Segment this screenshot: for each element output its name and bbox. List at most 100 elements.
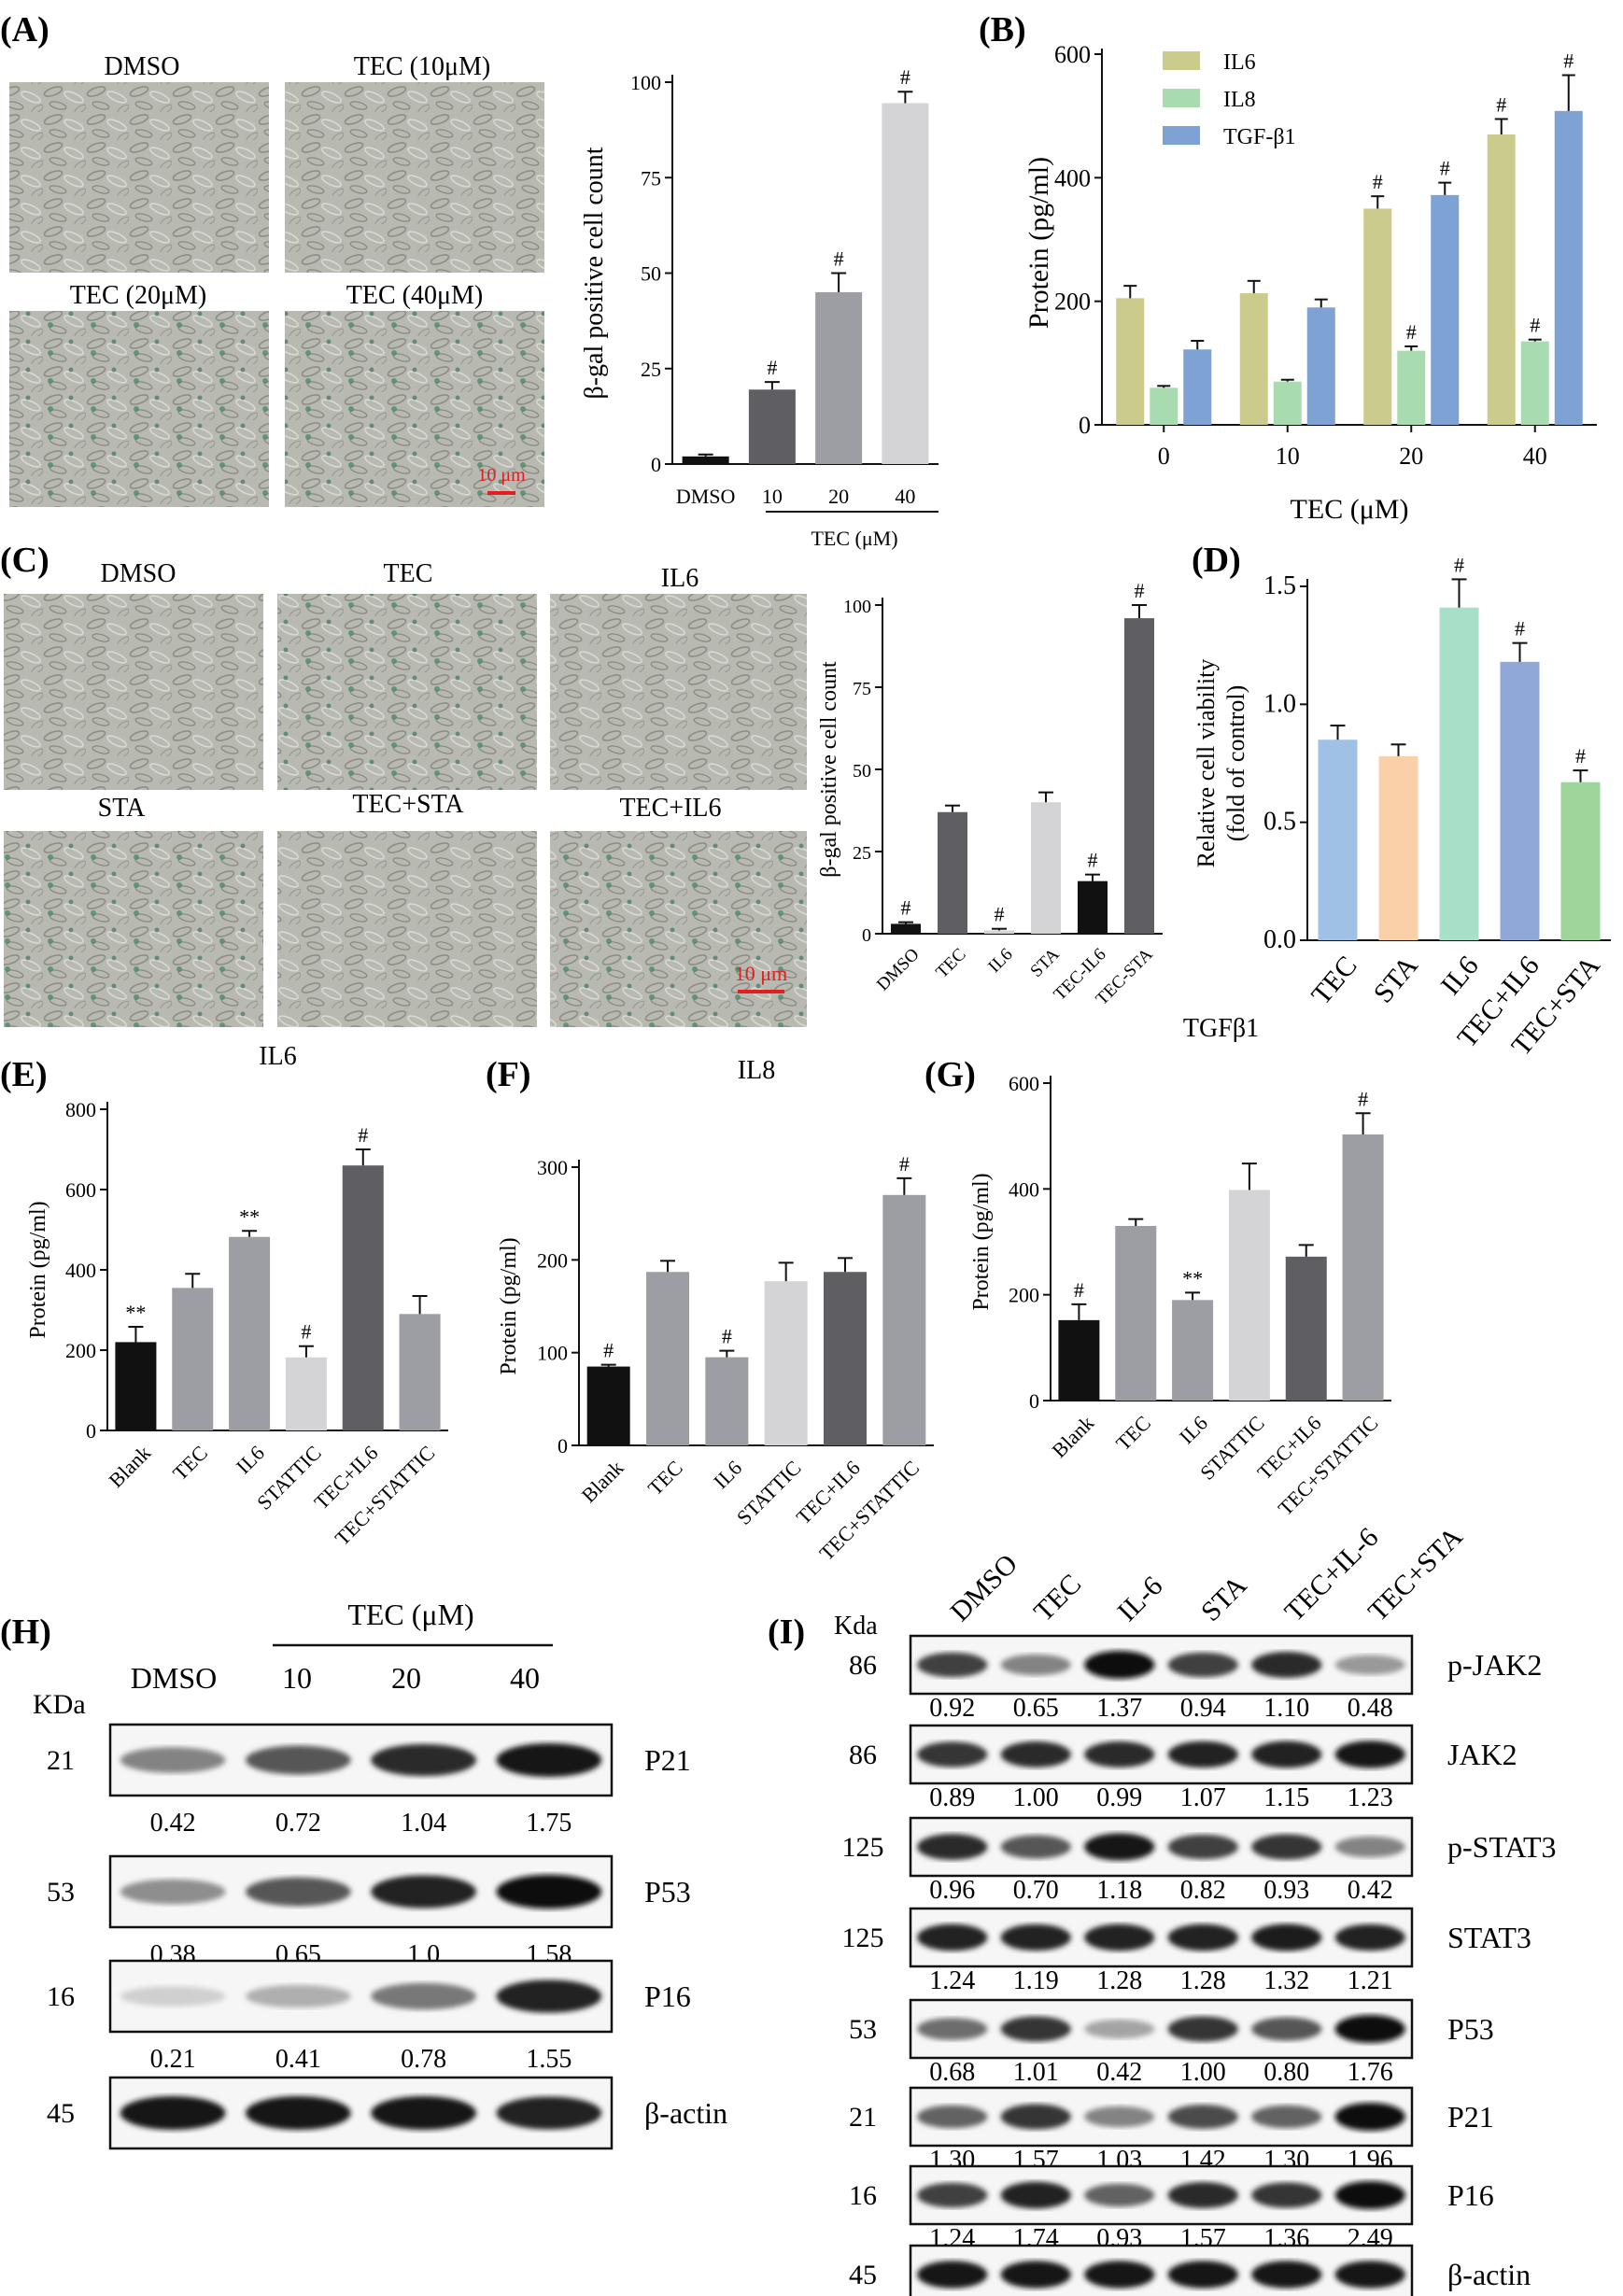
blot-band: [496, 1743, 602, 1777]
significance-mark: #: [1575, 744, 1586, 768]
x-tick-label: TEC: [1111, 1411, 1155, 1455]
legend-swatch: [1163, 51, 1200, 70]
band-intensity-value: 1.23: [1348, 1783, 1393, 1812]
panel-label-g: (G): [924, 1055, 976, 1094]
micro-c-label-3: IL6: [661, 564, 699, 593]
legend-swatch: [1163, 89, 1200, 107]
group-label: TEC (μM): [811, 527, 897, 550]
bar: [646, 1272, 689, 1445]
lane-label: IL-6: [1111, 1571, 1168, 1627]
micrograph: [277, 831, 537, 1027]
y-tick-label: 0.5: [1263, 808, 1296, 837]
significance-mark: #: [900, 65, 910, 89]
bar: [1487, 134, 1516, 425]
protein-label: β-actin: [1447, 2258, 1531, 2291]
band-intensity-value: 1.07: [1180, 1783, 1226, 1812]
y-axis-label: Relative cell viability: [1193, 659, 1220, 868]
bar: [342, 1165, 384, 1430]
y-tick-label: 200: [65, 1339, 96, 1362]
micro-c-label-6: TEC+IL6: [619, 794, 721, 823]
x-tick-label: IL6: [1175, 1411, 1212, 1448]
blot-band: [371, 1982, 477, 2010]
blot-band: [1334, 2180, 1405, 2210]
panel-label-i: (I): [768, 1613, 805, 1652]
lane-label: STA: [1195, 1570, 1253, 1627]
bar: [1342, 1134, 1384, 1401]
kda-value: 125: [842, 1923, 884, 1953]
y-tick-label: 300: [537, 1156, 568, 1179]
micrograph: [9, 82, 269, 273]
bar: [1058, 1319, 1100, 1401]
x-tick-label: DMSO: [873, 945, 924, 995]
x-tick-label: 40: [895, 485, 915, 508]
protein-label: P21: [644, 1743, 691, 1777]
x-tick-label: 10: [762, 485, 783, 508]
legend-label: TGF-β1: [1223, 125, 1296, 149]
band-intensity-value: 0.42: [1348, 1876, 1393, 1905]
x-tick-label: IL6: [232, 1441, 269, 1478]
band-intensity-value: 0.70: [1013, 1876, 1059, 1905]
significance-mark: #: [1373, 170, 1383, 193]
kda-value: 16: [47, 1981, 75, 2012]
x-tick-label: STA: [1026, 945, 1063, 981]
group-label: TEC (μM): [347, 1598, 473, 1631]
blot-band: [245, 1877, 351, 1907]
blot-band: [1167, 2261, 1238, 2289]
bar: [1431, 194, 1460, 425]
panel-label-d: (D): [1192, 541, 1241, 580]
panel-label-b: (B): [979, 10, 1026, 49]
bar: [115, 1342, 157, 1430]
x-tick-label: TEC: [932, 945, 969, 982]
y-tick-label: 200: [537, 1248, 568, 1272]
lane-label: TEC: [1028, 1569, 1087, 1627]
significance-mark: #: [1563, 49, 1574, 72]
chart-a: 0 25 50 75 100 β-gal positive cell count DMSO #…: [580, 65, 939, 550]
band-intensity-value: 1.24: [929, 1966, 975, 1995]
y-tick-label: 75: [853, 679, 871, 699]
micrograph: [550, 594, 807, 790]
blot-band: [917, 1652, 988, 1678]
blot-band: [1000, 2261, 1071, 2289]
bar: [1239, 293, 1268, 425]
micro-a-label-3: TEC (20μM): [70, 281, 206, 310]
x-tick-label: STATTIC: [732, 1456, 806, 1529]
blot-band: [1084, 2183, 1155, 2207]
significance-mark: #: [1406, 320, 1417, 344]
significance-mark: #: [1454, 553, 1464, 576]
x-tick-label: IL6: [709, 1456, 746, 1493]
micro-c-label-4: STA: [98, 794, 146, 823]
blot-band: [1000, 1654, 1071, 1676]
protein-label: β-actin: [644, 2096, 727, 2130]
band-intensity-value: 1.00: [1013, 1783, 1059, 1812]
band-intensity-value: 1.21: [1348, 1966, 1393, 1995]
band-intensity-value: 0.96: [929, 1876, 975, 1905]
micrograph: [4, 831, 263, 1027]
bar: [1560, 782, 1601, 940]
blot-band: [1084, 1833, 1155, 1861]
x-axis-label: TEC (μM): [1291, 494, 1409, 525]
y-tick-label: 0: [86, 1419, 96, 1443]
blot-band: [1167, 2105, 1238, 2129]
band-intensity-value: 0.48: [1348, 1694, 1393, 1723]
blot-band: [1167, 1652, 1238, 1678]
blot-band: [1251, 2105, 1322, 2129]
y-axis-label: β-gal positive cell count: [580, 147, 609, 399]
bar: [1031, 802, 1061, 934]
band-intensity-value: 0.89: [929, 1783, 975, 1812]
panel-label-c: (C): [0, 541, 49, 580]
band-intensity-value: 0.82: [1180, 1876, 1226, 1905]
bar: [1397, 350, 1426, 425]
bar: [1363, 208, 1392, 425]
bar: [1378, 755, 1418, 940]
kda-value: 45: [47, 2098, 75, 2129]
panel-label-h: (H): [0, 1613, 51, 1652]
kda-value: 53: [47, 1877, 75, 1908]
legend-label: IL6: [1223, 50, 1256, 75]
x-tick-label: TEC+STATTIC: [1274, 1411, 1383, 1520]
kda-header: KDa: [33, 1689, 86, 1720]
blot-band: [1084, 1741, 1155, 1768]
band-intensity-value: 0.42: [1096, 2058, 1142, 2087]
protein-label: P16: [644, 1979, 691, 2013]
